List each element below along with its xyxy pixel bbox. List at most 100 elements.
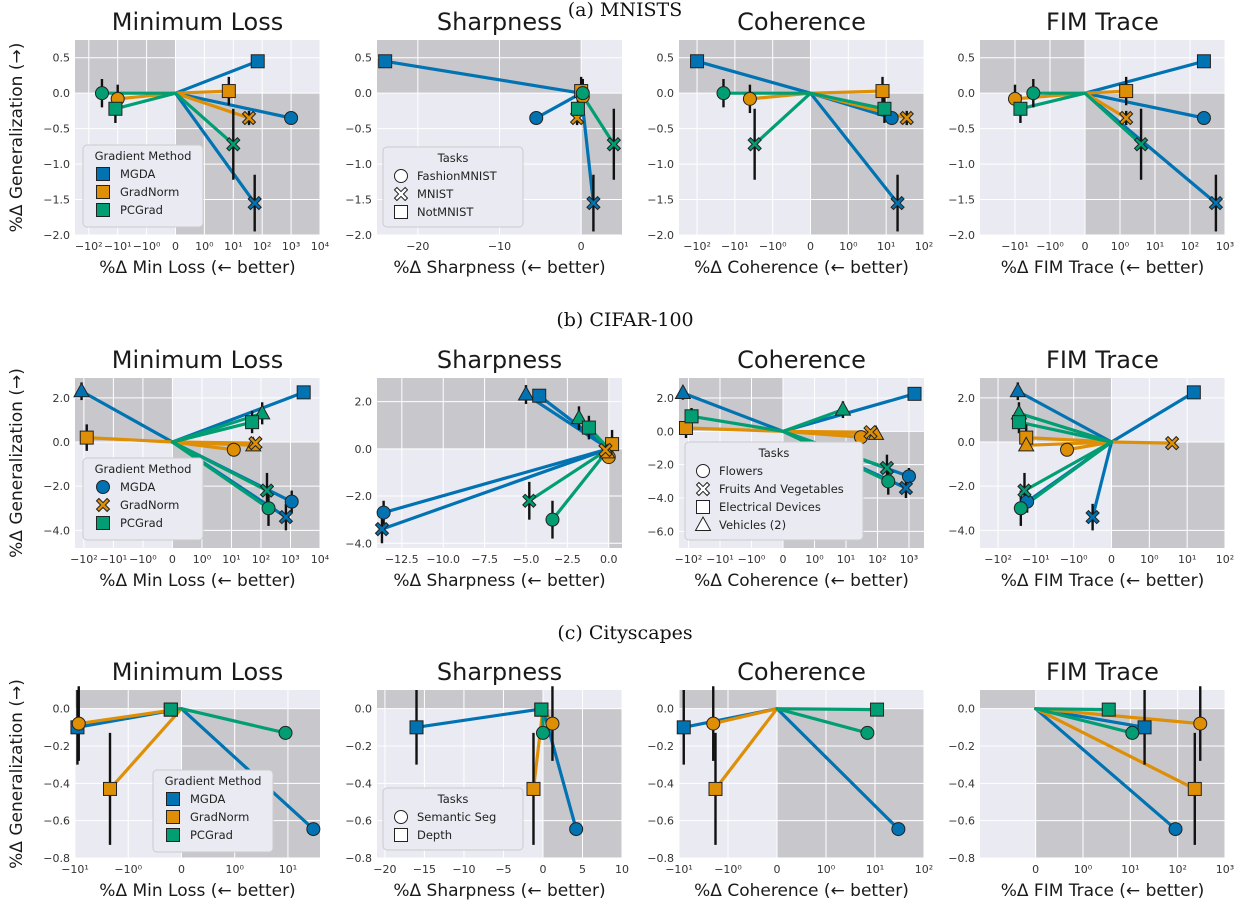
data-point: [1013, 501, 1028, 516]
shaded-quadrant: [377, 690, 543, 709]
data-point: [259, 483, 275, 498]
y-tick-label: −2.0: [647, 459, 674, 472]
y-tick-label: 2.0: [53, 392, 71, 405]
y-tick-label: −1.0: [647, 158, 674, 171]
y-tick-label: −1.5: [647, 194, 674, 207]
x-tick-label: 0: [807, 240, 814, 253]
series-line: [1034, 707, 1134, 735]
panel-title: FIM Trace: [1046, 8, 1159, 36]
data-point: [226, 442, 241, 457]
panel-title: Coherence: [737, 346, 866, 374]
panel-title: Sharpness: [437, 658, 562, 686]
x-tick-label: −10²: [675, 553, 703, 566]
chart-panel: 0.5 0.0 −0.5 −1.0 −1.5 −2.0 −10² −10¹ −10⁰ 0 10⁰ 10…: [43, 8, 330, 278]
y-tick-label: 0.0: [53, 87, 71, 100]
series-line: [808, 89, 885, 95]
y-axis-label: %Δ Generalization (→): [7, 679, 27, 869]
series-line: [173, 59, 260, 95]
y-tick-label: −2.0: [948, 480, 975, 493]
data-point: [747, 137, 762, 152]
legend-marker: [166, 810, 180, 824]
x-axis-label: %Δ Sharpness (← better): [393, 881, 605, 901]
x-tick-label: 10⁰: [1140, 553, 1159, 566]
x-tick-label: 10³: [282, 240, 300, 253]
y-tick-label: −0.8: [948, 852, 975, 865]
data-point: [71, 716, 86, 731]
legend-label: GradNorm: [120, 498, 179, 512]
y-tick-label: 0.0: [657, 425, 675, 438]
x-tick-label: 0: [539, 863, 546, 876]
chart-panel: 2.0 0.0 −2.0 −4.0 −10² −10¹ −10⁰ 0 10⁰ 10¹ 10² 10³ 1…: [43, 346, 330, 591]
legend-marker: [166, 792, 180, 806]
data-point: [1101, 702, 1116, 717]
legend-marker: [96, 480, 110, 494]
series-line: [1017, 420, 1114, 444]
data-point: [860, 725, 875, 740]
y-tick-label: −0.8: [345, 852, 372, 865]
series-line: [689, 414, 785, 433]
x-tick-label: −10²: [683, 240, 711, 253]
x-axis-label: %Δ FIM Trace (← better): [1001, 258, 1205, 278]
data-point: [103, 781, 118, 796]
data-point: [690, 54, 705, 69]
panel-title: Minimum Loss: [112, 658, 284, 686]
data-point: [890, 195, 905, 211]
y-tick-label: −1.0: [948, 158, 975, 171]
series-line: [1034, 707, 1197, 791]
series-line: [713, 707, 779, 791]
legend-label: Depth: [417, 828, 452, 842]
y-tick-label: −0.4: [647, 777, 674, 790]
section-title: (a) MNISTS: [568, 0, 682, 21]
x-tick-label: −10⁰: [738, 553, 766, 566]
series-line: [1034, 707, 1202, 726]
legend-title: Gradient Method: [165, 774, 262, 788]
data-point: [570, 409, 588, 425]
legend-label: MGDA: [120, 167, 155, 181]
data-point: [891, 822, 906, 837]
series-line: [173, 91, 251, 120]
x-tick-label: 10⁰: [193, 553, 212, 566]
x-tick-label: −10¹: [100, 553, 128, 566]
x-tick-label: −10⁰: [1060, 553, 1088, 566]
x-tick-label: 10¹: [877, 240, 895, 253]
x-tick-label: −10¹: [721, 240, 749, 253]
y-tick-label: −2.0: [43, 480, 70, 493]
x-tick-label: 10⁰: [805, 553, 824, 566]
data-point: [529, 111, 544, 125]
x-tick-label: 10¹: [866, 863, 884, 876]
data-point: [250, 54, 265, 69]
series-line: [684, 426, 785, 433]
y-tick-label: 0.0: [53, 703, 71, 716]
y-tick-label: 0.0: [657, 703, 675, 716]
shaded-quadrant: [608, 448, 622, 548]
x-tick-label: 10²: [1181, 240, 1199, 253]
legend-label: NotMNIST: [417, 205, 474, 219]
data-point: [1026, 86, 1041, 101]
series-line: [753, 91, 813, 146]
data-point: [535, 725, 550, 740]
x-tick-label: 10²: [252, 553, 270, 566]
legend-marker: [694, 515, 712, 531]
x-tick-label: 10¹: [1146, 240, 1164, 253]
x-tick-label: −2.5: [554, 553, 581, 566]
data-point: [545, 512, 560, 527]
data-point: [1085, 509, 1100, 525]
data-point: [248, 435, 263, 451]
data-point: [899, 110, 914, 126]
y-tick-label: 0.0: [355, 703, 373, 716]
data-point: [247, 195, 262, 211]
data-point: [834, 400, 852, 416]
data-point: [678, 421, 693, 435]
chart-panel: 0.0 −0.2 −0.4 −0.6 −0.8 0 10⁰ 10¹ 10² 10³ FIM Trac…: [948, 658, 1234, 901]
x-axis-label: %Δ FIM Trace (← better): [1001, 881, 1205, 901]
series-line: [775, 707, 870, 735]
section-title: (b) CIFAR-100: [556, 309, 693, 331]
legend-label: Electrical Devices: [719, 500, 821, 514]
x-tick-label: −10: [452, 863, 475, 876]
series-line: [173, 91, 235, 146]
y-tick-label: −4.0: [345, 537, 372, 550]
x-tick-label: −10⁰: [1036, 240, 1064, 253]
series-line: [79, 389, 175, 444]
x-tick-label: 10⁰: [226, 863, 245, 876]
data-point: [1118, 110, 1134, 126]
